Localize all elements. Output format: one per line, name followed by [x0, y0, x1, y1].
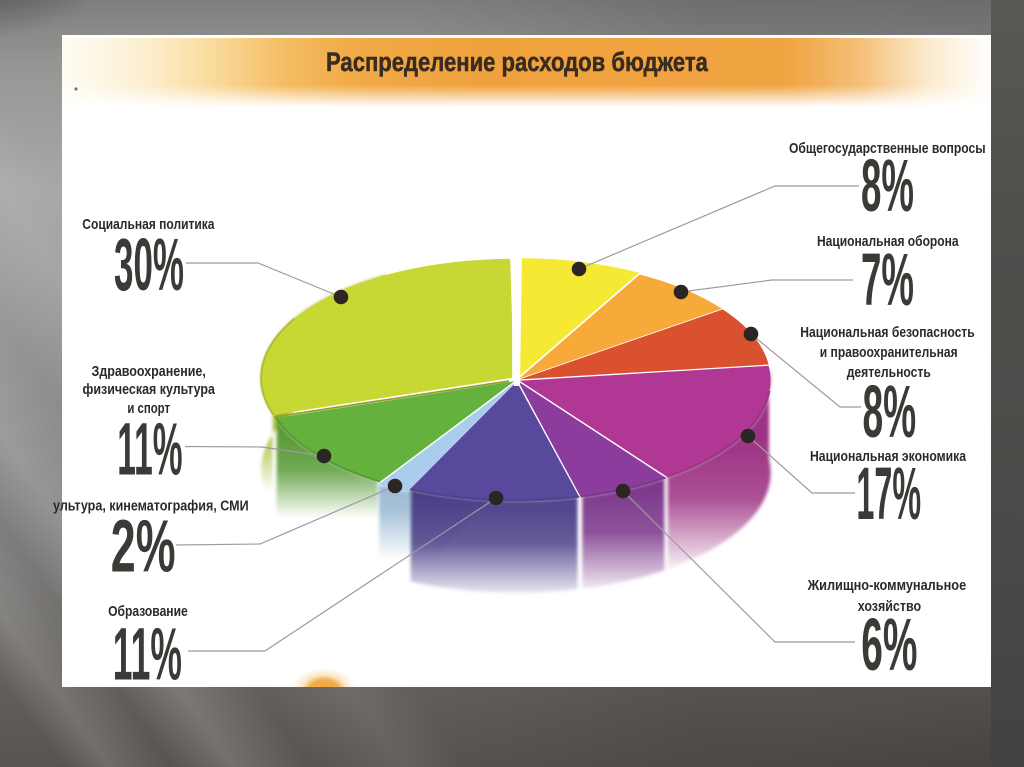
- svg-text:деятельность: деятельность: [847, 364, 931, 380]
- svg-text:ультура, кинематография, СМИ: ультура, кинематография, СМИ: [53, 498, 249, 514]
- svg-text:Образование: Образование: [108, 603, 188, 619]
- svg-text:2%: 2%: [111, 505, 176, 589]
- svg-text:7%: 7%: [861, 239, 914, 321]
- svg-text:Социальная политика: Социальная политика: [82, 216, 215, 232]
- svg-text:Национальная экономика: Национальная экономика: [810, 448, 967, 464]
- svg-text:11%: 11%: [113, 613, 182, 696]
- svg-text:8%: 8%: [863, 371, 917, 453]
- svg-text:Национальная безопасность: Национальная безопасность: [800, 324, 974, 340]
- svg-text:Национальная оборона: Национальная оборона: [817, 233, 959, 249]
- svg-text:8%: 8%: [861, 145, 914, 227]
- svg-text:11%: 11%: [117, 409, 182, 492]
- svg-text:Распределение расходов бюджета: Распределение расходов бюджета: [326, 48, 708, 77]
- svg-text:Жилищно-коммунальное: Жилищно-коммунальное: [807, 577, 967, 593]
- svg-text:хозяйство: хозяйство: [858, 598, 921, 614]
- svg-text:и правоохранительная: и правоохранительная: [820, 344, 958, 360]
- svg-text:и спорт: и спорт: [127, 400, 170, 417]
- svg-text:6%: 6%: [861, 602, 917, 686]
- svg-text:физическая культура: физическая культура: [83, 381, 216, 397]
- svg-text:Общегосударственные вопросы: Общегосударственные вопросы: [789, 140, 986, 156]
- svg-text:30%: 30%: [114, 223, 184, 306]
- svg-text:Здравоохранение,: Здравоохранение,: [92, 363, 206, 379]
- svg-text:17%: 17%: [856, 453, 921, 536]
